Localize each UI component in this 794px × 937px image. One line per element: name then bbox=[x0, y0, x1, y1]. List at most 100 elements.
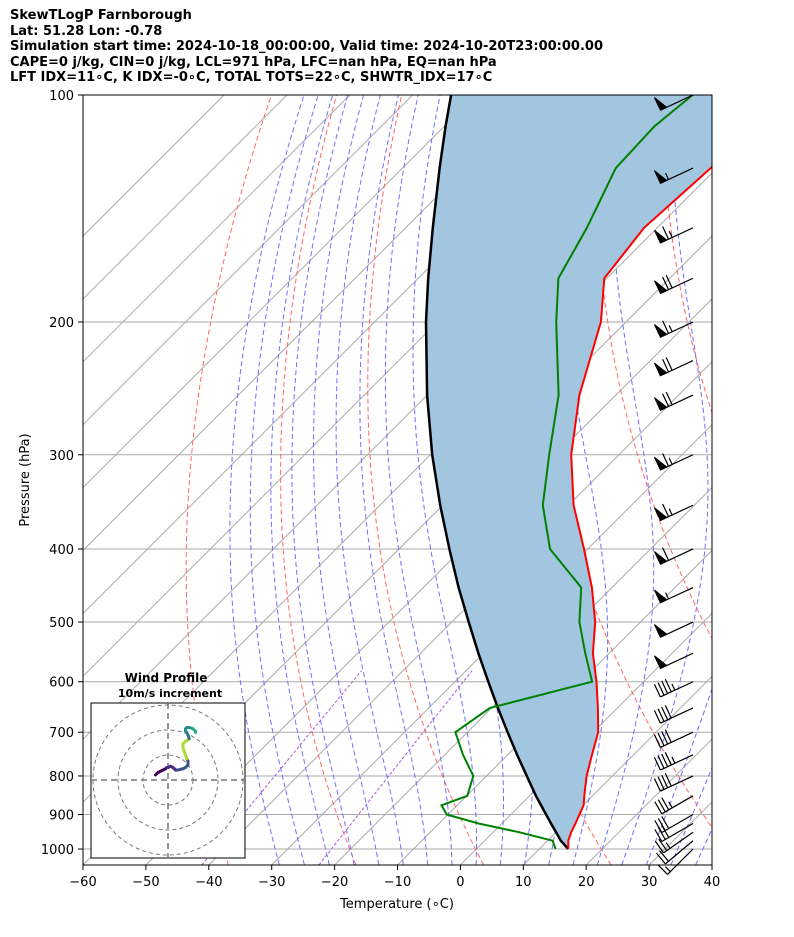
barb-full bbox=[661, 706, 669, 721]
wind-barb bbox=[657, 848, 694, 875]
barb-full bbox=[661, 774, 669, 789]
dry-adiabat bbox=[728, 95, 794, 865]
location-line: Lat: 51.28 Lon: -0.78 bbox=[10, 23, 163, 39]
barb-full bbox=[654, 829, 663, 842]
moist-adiabat bbox=[621, 95, 709, 865]
parcel-line bbox=[424, 95, 570, 850]
cin-shading bbox=[426, 95, 712, 849]
profiles bbox=[424, 95, 712, 850]
wind-barb bbox=[654, 357, 694, 377]
barb-full bbox=[664, 705, 672, 719]
hodograph-inset: Wind Profile 10m/s increment bbox=[90, 671, 246, 859]
temperature-line bbox=[567, 165, 712, 850]
barb-full bbox=[657, 682, 665, 696]
barb-full bbox=[654, 801, 663, 815]
barb-half bbox=[671, 683, 676, 691]
barb-half bbox=[668, 508, 673, 516]
x-tick-label: 30 bbox=[641, 875, 658, 890]
barb-full bbox=[664, 752, 672, 766]
isotherm-line bbox=[711, 864, 712, 865]
y-tick-label: 400 bbox=[49, 543, 74, 558]
barb-full bbox=[665, 275, 673, 289]
time-line: Simulation start time: 2024-10-18_00:00:… bbox=[10, 39, 603, 55]
barb-flag bbox=[654, 624, 668, 638]
axes: −60 −50 −40 −30 −20 −10 0 10 20 30 40 100 200 300 400 5… bbox=[41, 89, 720, 890]
x-tick-label: −40 bbox=[195, 875, 222, 890]
barb-full bbox=[654, 820, 663, 833]
barb-half bbox=[671, 756, 676, 764]
wind-barb bbox=[655, 840, 694, 865]
barb-shaft bbox=[660, 707, 694, 724]
barb-half bbox=[668, 325, 673, 332]
barb-full bbox=[661, 731, 669, 745]
y-tick-label: 100 bbox=[49, 89, 74, 104]
barb-flag bbox=[654, 280, 668, 295]
dry-adiabat bbox=[661, 95, 712, 415]
isotherm-line bbox=[208, 361, 712, 865]
dry-adiabat bbox=[280, 95, 357, 865]
wind-barb bbox=[654, 814, 694, 834]
y-tick-label: 1000 bbox=[41, 843, 74, 858]
wind-barb bbox=[653, 678, 694, 698]
barb-full bbox=[657, 818, 666, 831]
moist-adiabat bbox=[412, 95, 477, 865]
dry-adiabat bbox=[595, 95, 712, 640]
dewpoint-line bbox=[440, 95, 694, 850]
barb-full bbox=[662, 503, 670, 517]
barb-shaft bbox=[667, 848, 694, 875]
barb-full bbox=[657, 732, 665, 747]
isotherm-line bbox=[522, 675, 712, 865]
barb-half bbox=[668, 801, 673, 809]
barb-flag bbox=[654, 456, 668, 471]
barb-full bbox=[662, 359, 670, 373]
barb-full bbox=[657, 799, 666, 813]
x-tick-label: 20 bbox=[578, 875, 595, 890]
hodograph-title: Wind Profile bbox=[125, 671, 208, 685]
y-tick-label: 500 bbox=[49, 616, 74, 631]
barb-full bbox=[657, 708, 665, 722]
x-tick-label: 40 bbox=[704, 875, 721, 890]
barb-shaft bbox=[660, 754, 694, 771]
barb-full bbox=[658, 838, 668, 851]
isotherm-line bbox=[648, 801, 712, 865]
moist-adiabat bbox=[695, 827, 712, 865]
barb-full bbox=[661, 680, 669, 694]
barb-shaft bbox=[661, 814, 694, 834]
barb-full bbox=[653, 778, 661, 792]
isotherm-line bbox=[83, 95, 288, 300]
wind-barb bbox=[653, 773, 694, 792]
barb-full bbox=[653, 710, 661, 724]
isotherm-line bbox=[83, 95, 225, 237]
barb-shaft bbox=[665, 840, 694, 865]
barb-half bbox=[664, 866, 671, 873]
dry-adiabat bbox=[367, 95, 485, 865]
wind-barb bbox=[654, 503, 694, 522]
y-tick-label: 700 bbox=[49, 726, 74, 741]
barb-full bbox=[654, 841, 665, 854]
x-tick-label: −20 bbox=[321, 875, 348, 890]
barb-full bbox=[662, 453, 670, 467]
moist-adiabat bbox=[359, 95, 429, 865]
moist-adiabat bbox=[670, 766, 712, 865]
y-tick-label: 300 bbox=[49, 449, 74, 464]
barb-full bbox=[664, 729, 672, 743]
barb-flag bbox=[654, 589, 668, 604]
barb-full bbox=[662, 320, 670, 334]
x-tick-label: −30 bbox=[258, 875, 285, 890]
wind-barb bbox=[654, 831, 694, 854]
barb-full bbox=[662, 393, 670, 407]
wind-barb bbox=[654, 795, 694, 815]
barb-full bbox=[659, 850, 669, 862]
barb-shaft bbox=[660, 731, 694, 748]
wind-barb bbox=[654, 586, 694, 604]
barb-full bbox=[661, 816, 670, 829]
barb-full bbox=[664, 678, 672, 693]
moist-adiabat bbox=[229, 95, 305, 865]
x-axis-label: Temperature (∘C) bbox=[339, 897, 454, 912]
barb-full bbox=[653, 734, 661, 748]
moist-adiabat bbox=[384, 95, 453, 865]
y-tick-label: 900 bbox=[49, 809, 74, 824]
isotherm-line bbox=[271, 423, 712, 865]
barb-half bbox=[665, 842, 671, 849]
barb-half bbox=[665, 172, 670, 180]
